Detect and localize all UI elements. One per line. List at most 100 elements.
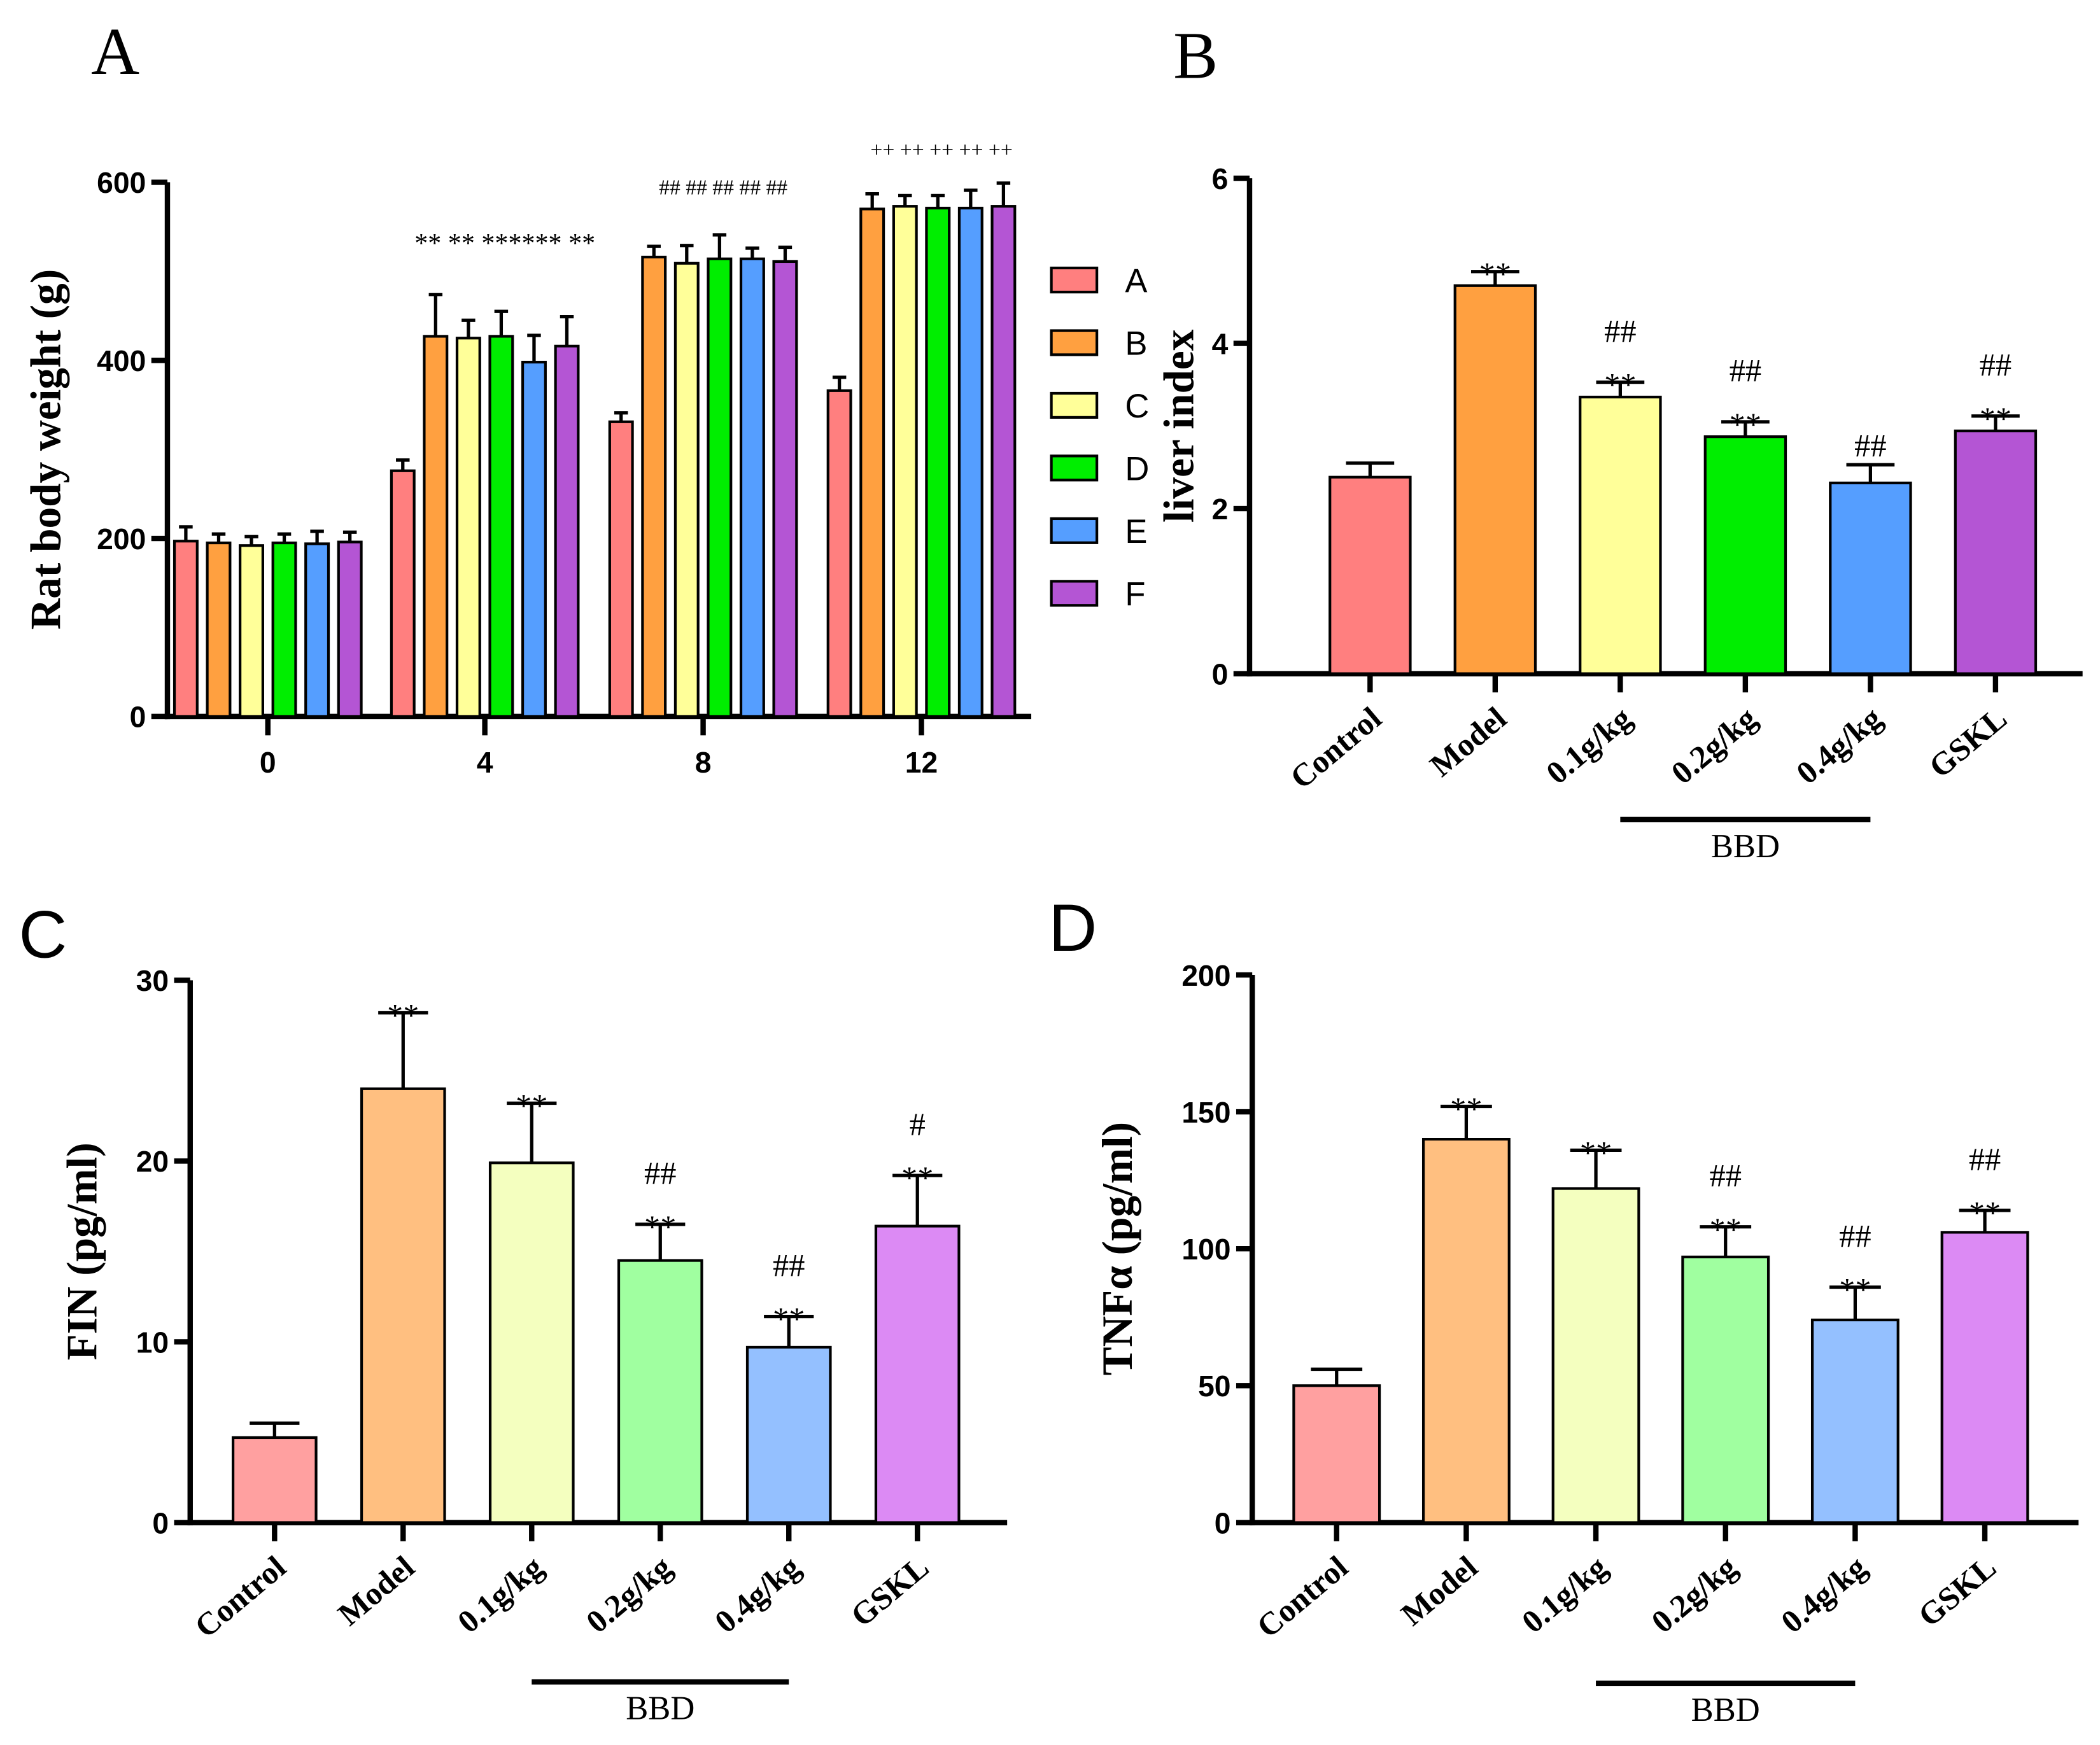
bar	[617, 1259, 703, 1524]
significance-annotation: ##	[1709, 1158, 1741, 1194]
x-tick-label: 0.1g/kg	[451, 1549, 549, 1640]
significance-annotation: ##	[1730, 353, 1761, 389]
legend-swatch	[1050, 580, 1099, 607]
legend-swatch	[1050, 517, 1099, 544]
x-tick-label: 8	[695, 746, 712, 779]
bar	[271, 541, 297, 718]
bar	[1453, 284, 1537, 675]
bar	[739, 257, 765, 718]
bar	[360, 1087, 446, 1524]
bar	[859, 207, 885, 718]
bar	[206, 541, 232, 718]
x-tick-label: GSKL	[1912, 1549, 2003, 1634]
legend-label: E	[1125, 513, 1147, 550]
bar	[707, 257, 733, 718]
panel-label-c: C	[18, 898, 67, 972]
significance-annotation: ++ ++ ++ ++ ++	[870, 138, 1012, 162]
y-tick-label: 0	[152, 1506, 169, 1539]
x-tick-label: Control	[188, 1549, 292, 1644]
y-axis-label: liver index	[1155, 329, 1203, 522]
y-tick-label: 400	[97, 344, 146, 377]
y-tick-label: 2	[1212, 493, 1229, 526]
y-tick-label: 150	[1181, 1096, 1230, 1129]
bar	[772, 260, 798, 718]
significance-annotation: #	[910, 1107, 926, 1142]
significance-annotation: ##	[773, 1248, 805, 1284]
bar	[173, 540, 199, 718]
significance-annotation: ##	[1854, 428, 1886, 464]
y-tick-label: 200	[97, 522, 146, 556]
significance-annotation: ##	[1839, 1218, 1871, 1254]
legend-label: D	[1125, 450, 1149, 487]
legend-label: B	[1125, 325, 1147, 362]
significance-annotation: ##	[1969, 1142, 2001, 1177]
bar	[1810, 1318, 1899, 1524]
bar	[826, 389, 852, 718]
bbd-group-label: BBD	[1691, 1692, 1760, 1728]
panel-a-chart: 0 200 400 600 Rat body weight (g) 0 4 8 12 ** ** …	[22, 138, 1150, 779]
x-tick-label: Control	[1283, 700, 1388, 795]
panel-label-d: D	[1048, 891, 1097, 965]
x-tick-label: 0.1g/kg	[1515, 1549, 1614, 1640]
y-axis-label: FIN (pg/ml)	[58, 1142, 106, 1360]
legend-swatch	[1050, 454, 1099, 482]
legend-swatch	[1050, 266, 1099, 294]
significance-annotation: ## ## ## ## ##	[659, 176, 787, 199]
x-tick-label: Model	[1394, 1549, 1484, 1632]
legend-label: F	[1125, 575, 1145, 613]
bar	[745, 1345, 832, 1524]
x-tick-label: 0.2g/kg	[1665, 700, 1763, 791]
bar	[1292, 1384, 1381, 1524]
x-tick-label: GSKL	[844, 1549, 935, 1634]
significance-annotation: **	[1730, 407, 1761, 442]
x-tick-label: 0.2g/kg	[1645, 1549, 1744, 1640]
bar	[608, 420, 634, 718]
bar	[1421, 1138, 1511, 1524]
significance-annotation: ##	[1604, 313, 1636, 349]
bar	[1328, 475, 1412, 675]
bar	[1829, 481, 1912, 675]
bar	[990, 205, 1017, 718]
legend-swatch	[1050, 329, 1099, 356]
x-tick-label: 0.4g/kg	[1789, 700, 1888, 791]
bar	[1551, 1187, 1640, 1524]
x-tick-label: 0.4g/kg	[708, 1549, 807, 1640]
y-tick-label: 50	[1198, 1370, 1230, 1403]
bar	[337, 540, 363, 718]
bar	[1940, 1231, 2029, 1524]
bar	[488, 1161, 575, 1524]
y-axis-label: TNFα (pg/ml)	[1094, 1122, 1141, 1375]
panel-label-b: B	[1173, 18, 1218, 92]
x-tick-label: 12	[905, 746, 938, 779]
significance-annotation: **	[1709, 1212, 1741, 1247]
x-tick-label: Control	[1250, 1549, 1355, 1644]
y-tick-label: 0	[1215, 1506, 1231, 1539]
significance-annotation: **	[1980, 401, 2012, 437]
bbd-group-label: BBD	[626, 1690, 694, 1727]
bar	[554, 344, 580, 718]
x-tick-label: Model	[331, 1549, 421, 1632]
significance-annotation: **	[1839, 1272, 1871, 1307]
x-tick-label: GSKL	[1922, 700, 2013, 785]
significance-annotation: ** ** ****** **	[414, 229, 595, 258]
significance-annotation: **	[773, 1301, 805, 1337]
bar	[892, 205, 918, 718]
bar	[957, 206, 983, 718]
significance-annotation: **	[644, 1209, 676, 1245]
x-tick-label: 0.2g/kg	[579, 1549, 678, 1640]
y-tick-label: 30	[136, 964, 169, 997]
bar	[231, 1436, 318, 1524]
bar	[1681, 1256, 1770, 1524]
y-tick-label: 200	[1181, 959, 1230, 992]
panel-label-a: A	[91, 14, 139, 88]
significance-annotation: ##	[644, 1156, 676, 1191]
legend-swatch	[1050, 391, 1099, 419]
y-axis-label: Rat body weight (g)	[22, 269, 70, 630]
legend-label: C	[1125, 388, 1149, 425]
bar	[521, 360, 547, 718]
significance-annotation: **	[1580, 1135, 1612, 1170]
significance-annotation: **	[1969, 1195, 2001, 1231]
bar	[925, 206, 951, 718]
significance-annotation: **	[516, 1088, 547, 1124]
bbd-group-label: BBD	[1711, 828, 1780, 865]
